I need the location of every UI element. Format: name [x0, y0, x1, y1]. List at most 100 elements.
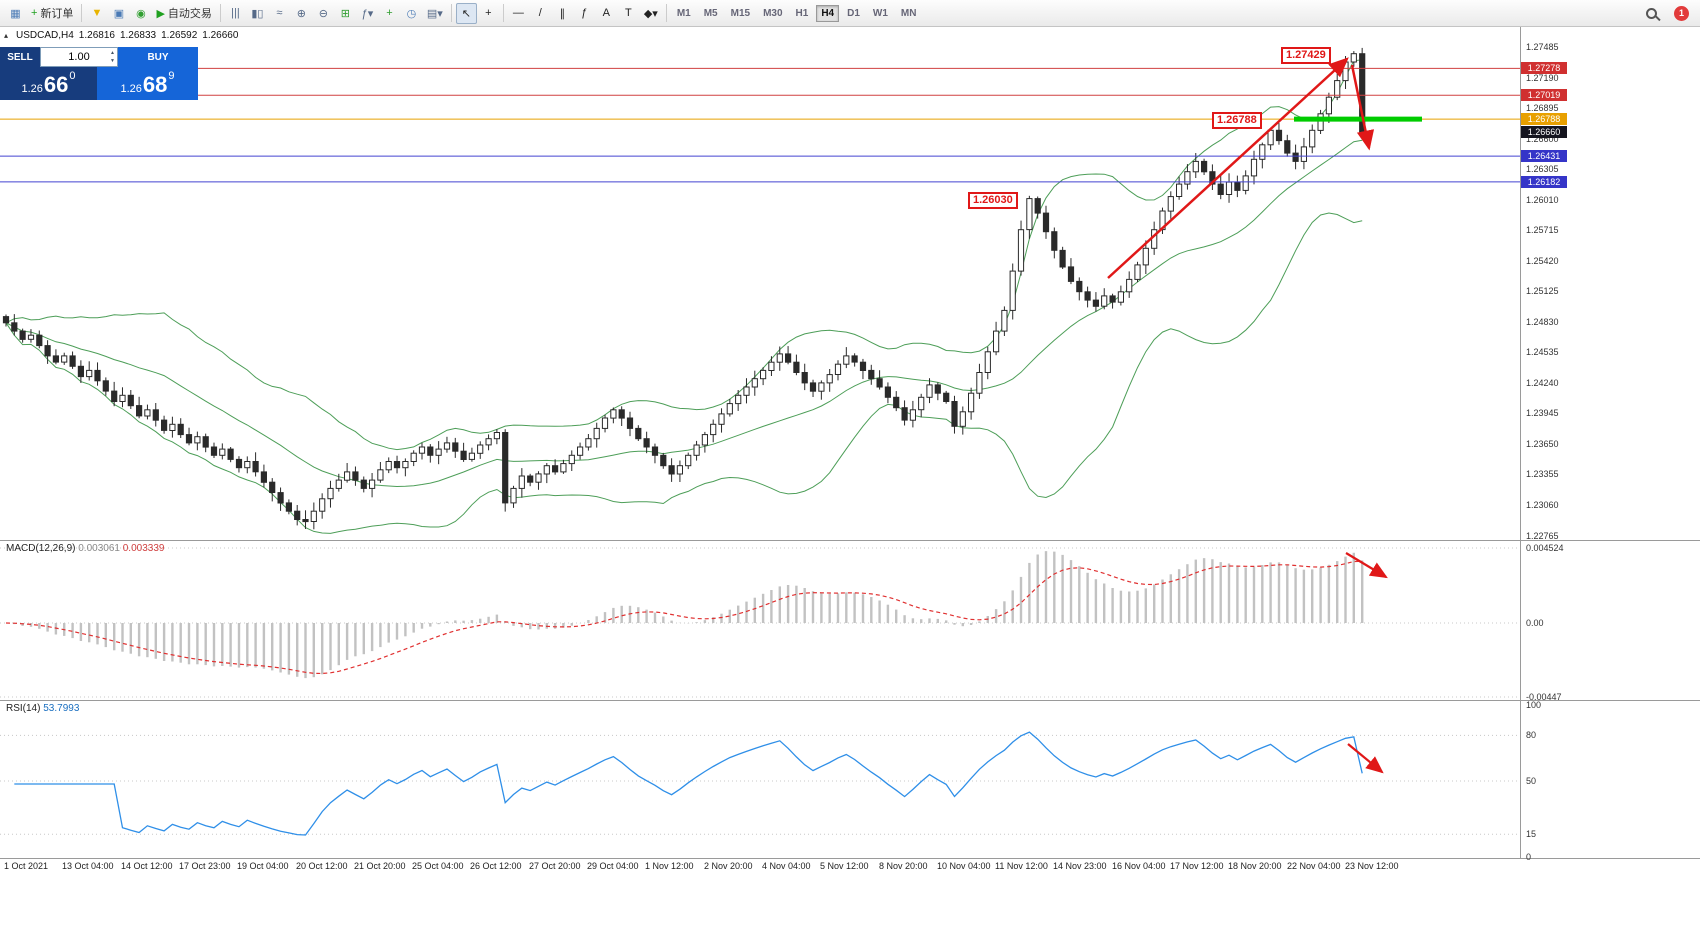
bar-chart-icon: ||| — [231, 7, 240, 19]
price-tick: 1.23060 — [1526, 500, 1559, 510]
chart-canvas[interactable]: ▴ USDCAD,H4 1.26816 1.26833 1.26592 1.26660 … — [0, 27, 1700, 949]
user-drawings — [1107, 57, 1422, 279]
label-icon[interactable]: T — [618, 3, 639, 24]
text-icon[interactable]: A — [596, 3, 617, 24]
time-axis-label: 17 Nov 12:00 — [1170, 861, 1224, 871]
shapes-icon: ◆▾ — [643, 7, 658, 20]
community-icon[interactable]: ◉ — [130, 3, 151, 24]
line-chart-icon: ≈ — [276, 7, 283, 19]
rsi-name: RSI(14) — [6, 703, 41, 714]
candle-chart-icon[interactable]: ▮▯ — [247, 3, 268, 24]
period-icon[interactable]: ◷ — [401, 3, 422, 24]
zoom-in-icon: ⊕ — [296, 7, 307, 20]
sep-3 — [450, 4, 452, 22]
sell-price-sup: 0 — [69, 70, 76, 82]
price-tick: 1.26600 — [1526, 134, 1559, 144]
sep-2 — [219, 4, 221, 22]
price-tick: 1.27485 — [1526, 42, 1559, 52]
timeframe-m30[interactable]: M30 — [763, 7, 783, 19]
bar-chart-icon[interactable]: ||| — [225, 3, 246, 24]
bollinger-bands — [5, 59, 1363, 534]
timeframe-m1[interactable]: M1 — [676, 7, 691, 19]
volume-down-icon[interactable]: ▼ — [110, 58, 115, 64]
terminal-icon: ▣ — [113, 7, 125, 20]
search-icon[interactable] — [1646, 7, 1657, 19]
buy-button[interactable]: BUY — [118, 47, 198, 67]
price-tick: 1.26010 — [1526, 195, 1559, 205]
zoom-in-icon[interactable]: ⊕ — [291, 3, 312, 24]
strategy-tester-icon[interactable]: ▼ — [86, 3, 107, 24]
rsi-axis-label: 15 — [1526, 829, 1537, 839]
ohlc-low: 1.26592 — [161, 30, 198, 41]
new-order-button[interactable]: + 新订单 — [27, 3, 77, 24]
indicators-icon[interactable]: ƒ▾ — [357, 3, 378, 24]
chart-window-icon[interactable]: ▦ — [5, 3, 26, 24]
time-axis-label: 10 Nov 04:00 — [937, 861, 991, 871]
sell-button[interactable]: SELL — [0, 47, 40, 67]
fibonacci-icon: ƒ — [581, 7, 588, 19]
sell-price-prefix: 1.26 — [21, 83, 43, 95]
volume-value: 1.00 — [68, 51, 90, 63]
time-axis-label: 14 Oct 12:00 — [121, 861, 173, 871]
fibonacci-icon[interactable]: ƒ — [574, 3, 595, 24]
shapes-icon[interactable]: ◆▾ — [640, 3, 662, 24]
horizontal-line-icon[interactable]: — — [508, 3, 529, 24]
zoom-out-icon[interactable]: ⊖ — [313, 3, 334, 24]
sep-5 — [665, 4, 667, 22]
price-badge-current: 1.26660 — [1521, 126, 1567, 138]
timeframe-m15[interactable]: M15 — [730, 7, 751, 19]
line-chart-icon[interactable]: ≈ — [269, 3, 290, 24]
cursor-icon[interactable]: ↖ — [455, 2, 477, 24]
autotrade-icon: ▶ — [156, 7, 165, 20]
rsi-axis-label: 80 — [1526, 730, 1537, 740]
add-chart-icon[interactable]: + — [379, 3, 400, 24]
buy-price[interactable]: 1.26 68 9 — [97, 67, 198, 100]
price-annotation-high: 1.27429 — [1281, 47, 1331, 64]
macd-arrow-drawing — [1345, 552, 1388, 579]
ohlc-high: 1.26833 — [119, 30, 157, 41]
timeframe-m5[interactable]: M5 — [703, 7, 718, 19]
timeframe-h1[interactable]: H1 — [795, 7, 809, 19]
price-tick: 1.26305 — [1526, 164, 1559, 174]
channel-icon[interactable]: ∥ — [552, 3, 573, 24]
timeframe-d1[interactable]: D1 — [847, 7, 860, 19]
price-badge-support-1: 1.26431 — [1521, 150, 1567, 162]
rsi-label: RSI(14) 53.7993 — [6, 703, 79, 714]
candlesticks — [2, 47, 1366, 530]
rsi-value: 53.7993 — [43, 703, 80, 714]
volume-up-icon[interactable]: ▲ — [110, 50, 115, 56]
time-axis-label: 20 Oct 12:00 — [296, 861, 348, 871]
sell-price[interactable]: 1.26 66 0 — [0, 67, 97, 100]
price-tick: 1.25125 — [1526, 286, 1559, 296]
volume-input[interactable]: 1.00 ▲ ▼ — [40, 47, 118, 67]
snapshot-icon[interactable]: ▤▾ — [423, 3, 447, 24]
quick-trade-toggle-icon[interactable]: ▴ — [4, 31, 9, 40]
tile-windows-icon[interactable]: ⊞ — [335, 3, 356, 24]
price-badge-support-2: 1.26182 — [1521, 176, 1567, 188]
price-tick: 1.23650 — [1526, 439, 1559, 449]
autotrade-button[interactable]: ▶ 自动交易 — [152, 3, 215, 24]
buy-price-main: 68 — [142, 72, 168, 97]
buy-price-sup: 9 — [168, 70, 175, 82]
price-badge-resistance-2: 1.27019 — [1521, 89, 1567, 101]
time-axis-label: 21 Oct 20:00 — [354, 861, 406, 871]
price-badge-resistance-1: 1.27278 — [1521, 62, 1567, 74]
price-tick: 1.22765 — [1526, 531, 1559, 541]
rsi-axis-label: 0 — [1526, 852, 1532, 862]
terminal-icon[interactable]: ▣ — [108, 3, 129, 24]
notification-badge[interactable]: 1 — [1674, 5, 1689, 21]
time-axis-label: 22 Nov 04:00 — [1287, 861, 1341, 871]
trendline-icon[interactable]: / — [530, 3, 551, 24]
indicators-icon: ƒ▾ — [361, 7, 374, 20]
timeframe-h4[interactable]: H4 — [816, 4, 840, 22]
price-tick: 1.27190 — [1526, 73, 1559, 83]
time-axis-label: 27 Oct 20:00 — [529, 861, 581, 871]
price-tick: 1.24240 — [1526, 378, 1559, 388]
crosshair-icon[interactable]: + — [478, 3, 499, 24]
timeframe-w1[interactable]: W1 — [872, 7, 888, 19]
timeframe-mn[interactable]: MN — [900, 7, 917, 19]
trendline-icon: / — [538, 7, 542, 19]
macd-signal-value: 0.003339 — [122, 543, 165, 554]
macd-axis-label: 0.00 — [1526, 618, 1544, 628]
time-axis-label: 29 Oct 04:00 — [587, 861, 639, 871]
